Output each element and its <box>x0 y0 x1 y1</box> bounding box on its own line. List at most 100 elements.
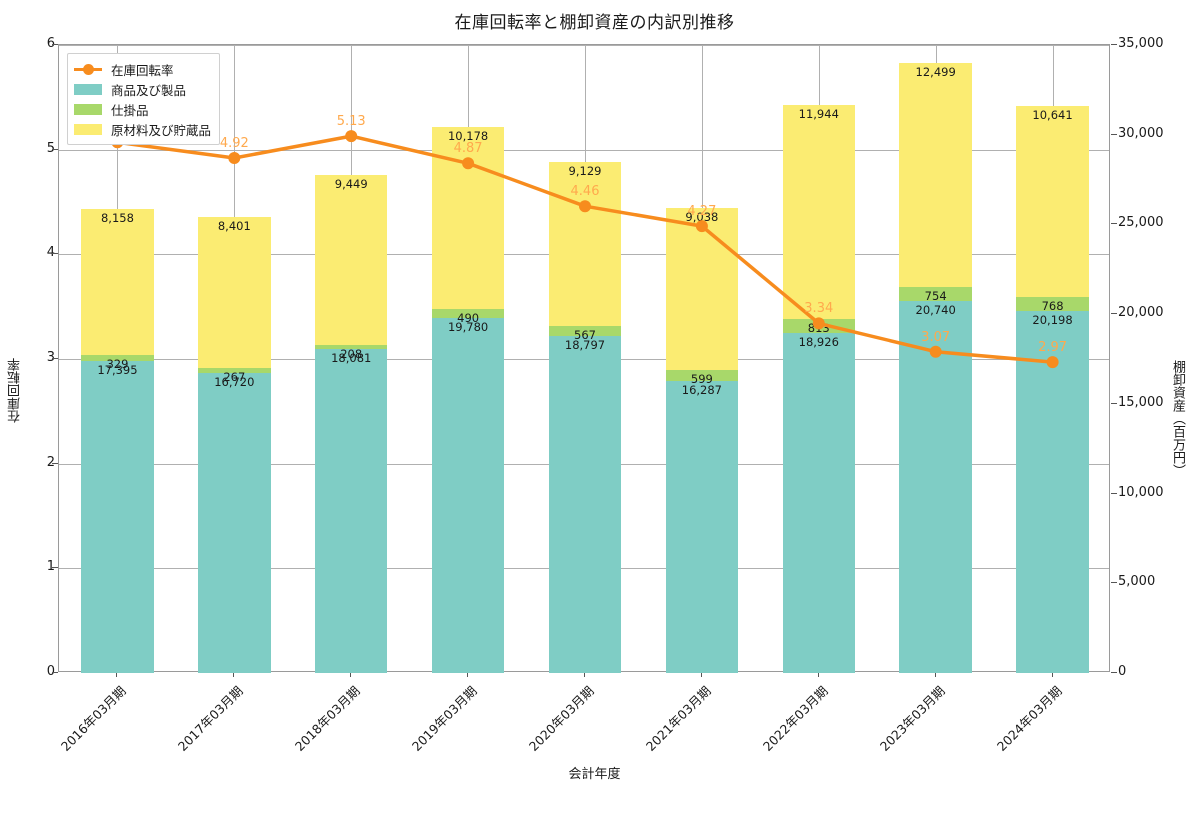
legend-item-label: 原材料及び貯蔵品 <box>111 122 212 138</box>
legend-color-swatch <box>74 103 102 115</box>
bar-segment[interactable] <box>1016 310 1089 673</box>
legend-item[interactable]: 原材料及び貯蔵品 <box>74 119 211 139</box>
bar-segment[interactable] <box>899 63 972 288</box>
bar-segment[interactable] <box>81 360 154 673</box>
y-axis-left-tick-mark <box>52 148 58 150</box>
bar-segment[interactable] <box>548 335 622 673</box>
bar-segment[interactable] <box>782 333 855 673</box>
y-axis-left-tick-label: 5 <box>46 140 55 156</box>
bar-segment[interactable] <box>198 368 271 373</box>
y-axis-right-tick-label: 5,000 <box>1118 574 1156 590</box>
bar-value-label: 16,720 <box>214 374 255 389</box>
y-axis-left-tick-mark <box>52 567 58 569</box>
y-axis-left-tick-label: 6 <box>46 36 55 51</box>
bar-value-label: 11,944 <box>798 106 839 121</box>
chart-title: 在庫回転率と棚卸資産の内訳別推移 <box>454 13 735 33</box>
bar-segment[interactable] <box>782 104 855 319</box>
plot-area: 17,395 329 8,158 16,720 267 8,401 18,081 208 9,4… <box>58 44 1110 673</box>
x-axis-tick-mark <box>934 672 936 677</box>
y-axis-right-tick-label: 0 <box>1118 664 1127 679</box>
legend-color-swatch <box>74 83 102 95</box>
bar-value-label: 17,395 <box>97 362 138 377</box>
x-axis-tick-mark <box>467 672 469 677</box>
y-axis-right-tick-label: 25,000 <box>1118 215 1164 231</box>
chart-container: 在庫回転率と棚卸資産の内訳別推移 在庫回転率 棚卸資産（百万円） 会計年度 0 1… <box>8 13 1185 782</box>
bar-value-label: 8,158 <box>100 210 134 225</box>
bar-value-label: 9,449 <box>334 177 368 192</box>
y-axis-left-label: 在庫回転率 <box>8 358 23 423</box>
bar-segment[interactable] <box>665 370 739 381</box>
bar-value-label: 20,740 <box>915 302 956 317</box>
y-axis-right-tick-label: 20,000 <box>1118 305 1164 321</box>
y-axis-left-tick-label: 4 <box>46 245 55 261</box>
bar-segment[interactable] <box>198 372 271 673</box>
bar-segment[interactable] <box>314 348 388 673</box>
y-axis-right-tick-mark <box>1111 672 1117 673</box>
bar-segment[interactable] <box>198 217 271 369</box>
bar-segment[interactable] <box>1016 105 1089 297</box>
x-axis-tick-mark <box>584 672 585 677</box>
bar-value-label: 490 <box>457 311 480 326</box>
bar-value-label: 18,926 <box>798 335 839 350</box>
y-axis-left-tick-mark <box>52 462 58 464</box>
bar-value-label: 567 <box>574 327 596 342</box>
line-value-label: 3.34 <box>804 301 834 317</box>
bar-segment[interactable] <box>431 318 505 673</box>
line-value-label: 4.87 <box>453 141 483 157</box>
legend-item[interactable]: 商品及び製品 <box>74 79 211 99</box>
chart-legend[interactable]: 在庫回転率商品及び製品 仕掛品原材料及び貯蔵品 <box>67 53 221 145</box>
y-axis-left-tick-mark <box>52 358 58 359</box>
y-axis-right-tick-mark <box>1111 492 1117 494</box>
x-axis-tick-mark <box>233 672 235 677</box>
line-value-label: 5.13 <box>336 114 366 130</box>
bar-value-label: 20,198 <box>1032 312 1073 327</box>
bar-segment[interactable] <box>81 208 154 355</box>
x-axis-tick-mark <box>350 672 352 677</box>
line-value-label: 3.07 <box>921 329 951 345</box>
bar-value-label: 754 <box>924 289 947 304</box>
y-axis-left-tick-mark <box>52 253 58 255</box>
y-axis-right-tick-mark <box>1111 582 1117 584</box>
y-axis-left-tick-mark <box>52 44 58 45</box>
legend-line-swatch <box>74 63 102 75</box>
legend-item[interactable]: 仕掛品 <box>74 99 211 119</box>
y-axis-right-tick-mark <box>1111 402 1117 404</box>
y-axis-left-tick-label: 2 <box>46 454 55 470</box>
bar-value-label: 329 <box>106 356 129 371</box>
line-value-label: 2.97 <box>1038 340 1068 356</box>
bar-value-label: 208 <box>340 346 363 361</box>
bar-segment[interactable] <box>899 300 972 673</box>
bar-value-label: 267 <box>223 370 246 385</box>
bar-segment[interactable] <box>665 207 739 370</box>
y-axis-right-tick-label: 10,000 <box>1118 484 1164 500</box>
y-axis-right-tick-mark <box>1111 44 1117 45</box>
x-axis-tick-mark <box>1051 672 1053 677</box>
bar-value-label: 16,287 <box>681 382 722 397</box>
y-axis-left-tick-label: 1 <box>46 559 55 575</box>
bar-value-label: 12,499 <box>915 65 956 80</box>
bar-value-label: 599 <box>690 372 713 387</box>
y-axis-right-tick-mark <box>1111 223 1117 225</box>
gridline-horizontal <box>59 45 1109 46</box>
bar-value-label: 813 <box>807 320 830 335</box>
legend-color-swatch <box>74 123 102 135</box>
y-axis-right-tick-label: 30,000 <box>1118 125 1164 141</box>
legend-item-label: 在庫回転率 <box>111 62 174 78</box>
bar-value-label: 8,401 <box>217 219 251 234</box>
y-axis-left-tick-label: 0 <box>46 664 55 679</box>
x-axis-tick-mark <box>817 672 819 677</box>
y-axis-left-tick-label: 3 <box>46 350 55 365</box>
legend-item-label: 仕掛品 <box>111 102 149 118</box>
y-axis-right-tick-mark <box>1111 313 1117 315</box>
y-axis-right-tick-label: 35,000 <box>1118 36 1164 51</box>
bar-segment[interactable] <box>665 380 739 673</box>
bar-value-label: 10,641 <box>1032 107 1073 122</box>
x-axis-label: 会計年度 <box>568 767 621 782</box>
bar-value-label: 9,129 <box>568 163 602 178</box>
bar-segment[interactable] <box>314 175 388 345</box>
legend-item-label: 商品及び製品 <box>111 82 187 98</box>
line-value-label: 4.92 <box>219 136 249 152</box>
legend-item[interactable]: 在庫回転率 <box>74 59 211 79</box>
line-value-label: 4.46 <box>570 184 600 200</box>
y-axis-left-tick-mark <box>52 672 58 673</box>
